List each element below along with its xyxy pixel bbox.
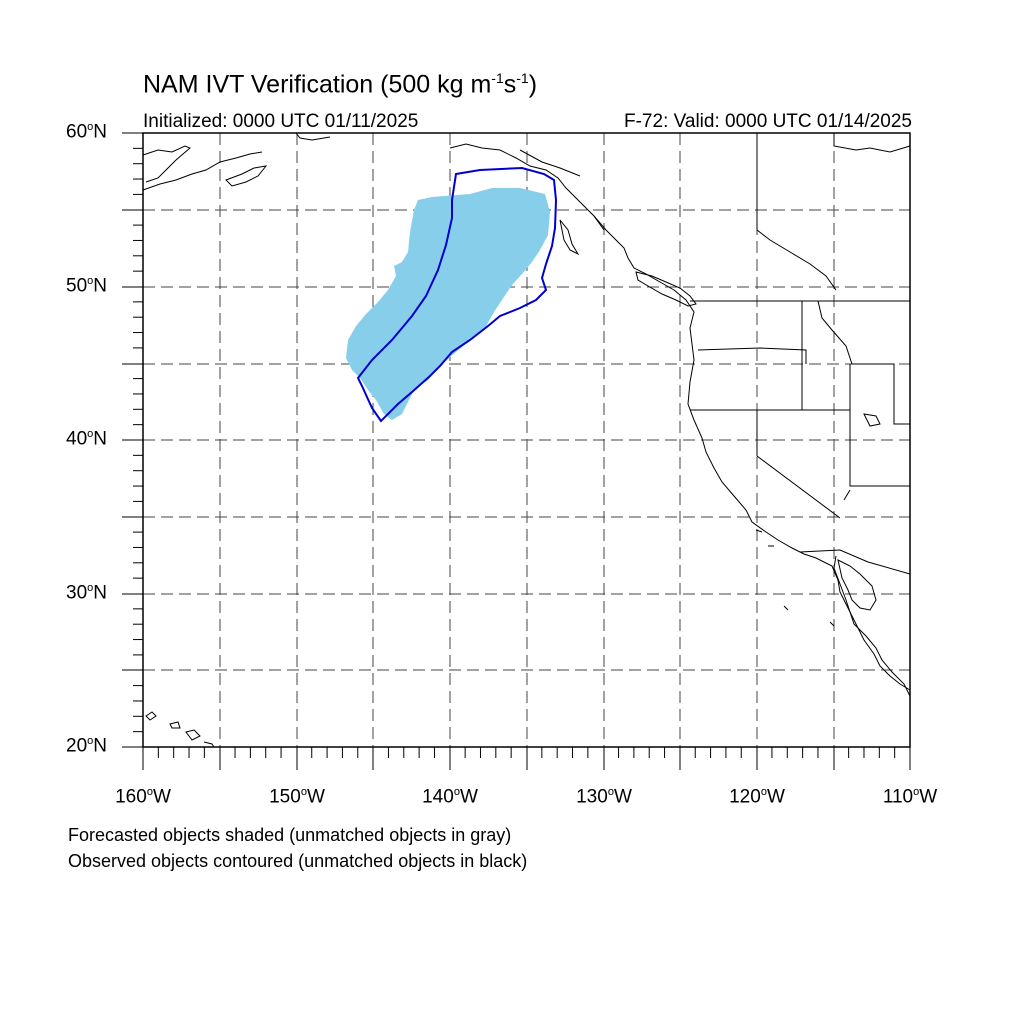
lat-label-40n: 40oN	[66, 428, 107, 450]
forecast-legend-note: Forecasted objects shaded (unmatched obj…	[68, 825, 512, 845]
observed-legend-note: Observed objects contoured (unmatched ob…	[68, 851, 528, 871]
lat-label-20n: 20oN	[66, 735, 107, 757]
valid-time: F-72: Valid: 0000 UTC 01/14/2025	[624, 111, 912, 132]
lat-label-50n: 50oN	[66, 275, 107, 297]
forecast-object	[346, 188, 550, 420]
observed-contour	[356, 166, 558, 423]
coastlines	[142, 132, 911, 748]
lon-label-140w: 140oW	[422, 786, 478, 808]
initialized-time: Initialized: 0000 UTC 01/11/2025	[143, 111, 419, 132]
lon-label-120w: 120oW	[729, 786, 785, 808]
lon-label-150w: 150oW	[269, 786, 325, 808]
map-title: NAM IVT Verification (500 kg m-1s-1)	[143, 70, 538, 99]
political-borders	[519, 133, 911, 575]
minor-ticks	[133, 147, 896, 758]
gridlines	[143, 133, 910, 747]
lat-label-60n: 60oN	[66, 121, 107, 143]
lon-label-110w: 110oW	[882, 786, 938, 808]
lon-label-130w: 130oW	[576, 786, 632, 808]
axis-ticks	[122, 132, 911, 770]
lat-label-30n: 30oN	[66, 582, 107, 604]
lon-label-160w: 160oW	[115, 786, 171, 808]
